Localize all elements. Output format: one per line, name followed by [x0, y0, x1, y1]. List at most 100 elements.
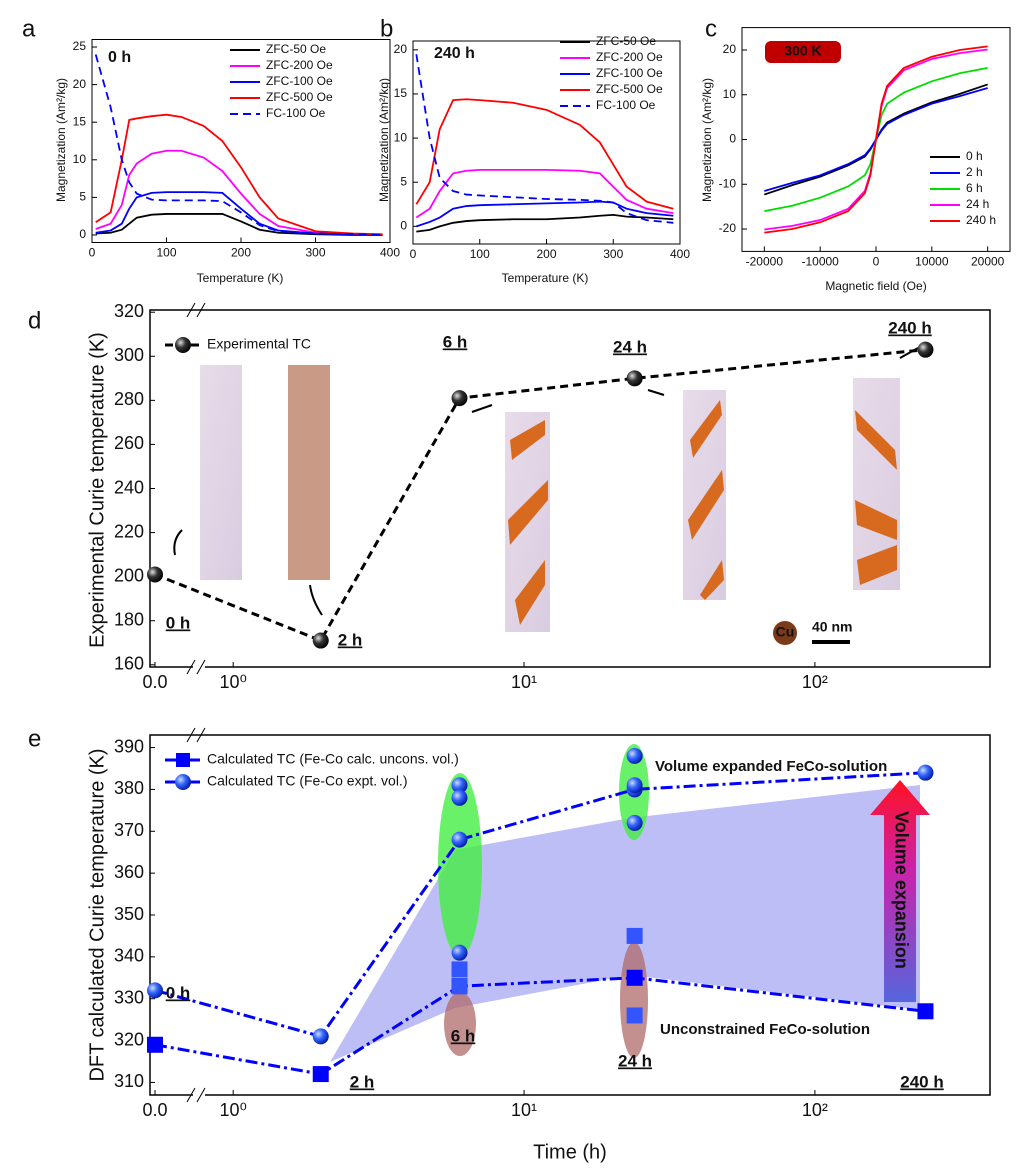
series-line [416, 213, 674, 233]
x-tick-label: 400 [380, 245, 400, 259]
x-axis-title: Magnetic field (Oe) [825, 279, 926, 293]
point-label: 24 h [618, 1051, 652, 1070]
x-tick-label: 100 [470, 247, 490, 261]
legend-marker [175, 337, 191, 353]
sphere-marker [451, 777, 468, 794]
annotation: Cu [776, 624, 795, 640]
legend-marker [176, 753, 190, 767]
series-line [154, 771, 926, 1039]
x-tick-label: 10² [802, 1100, 828, 1120]
y-tick-label: 10 [394, 130, 408, 144]
square-marker [451, 978, 468, 995]
y-tick-label: 310 [114, 1071, 144, 1091]
y-tick-label: 260 [114, 433, 144, 453]
series-line [415, 168, 674, 219]
panel-label: c [705, 15, 717, 42]
point-label: 240 h [888, 318, 931, 337]
series-line [95, 213, 383, 236]
legend-label: ZFC-100 Oe [596, 66, 663, 80]
square-marker [626, 927, 643, 944]
legend-label: ZFC-500 Oe [596, 82, 663, 96]
x-axis-title: Temperature (K) [197, 271, 284, 285]
y-tick-label: 15 [73, 114, 87, 128]
legend-label: ZFC-200 Oe [266, 58, 333, 72]
x-tick-label: 20000 [971, 254, 1005, 268]
series-line [415, 98, 674, 210]
sphere-marker [626, 370, 643, 387]
panel-label: b [380, 15, 393, 42]
legend-label: ZFC-50 Oe [596, 34, 656, 48]
x-tick-label: 0.0 [142, 1100, 167, 1120]
sphere-marker [451, 390, 468, 407]
y-tick-label: 25 [73, 39, 87, 53]
legend-label: 0 h [966, 149, 983, 163]
legend-label: 2 h [966, 165, 983, 179]
y-tick-label: 280 [114, 389, 144, 409]
annotation: 40 nm [812, 619, 852, 635]
y-axis-title: Magnetization (Am²/kg) [700, 78, 714, 202]
y-tick-label: -20 [719, 221, 737, 235]
legend-label: ZFC-200 Oe [596, 50, 663, 64]
point-label: 0 h [166, 983, 191, 1002]
x-tick-label: 10¹ [511, 672, 537, 692]
x-axis-title: Temperature (K) [502, 271, 589, 285]
y-tick-label: 390 [114, 736, 144, 756]
y-tick-label: 160 [114, 654, 144, 674]
axis-break-gap [193, 1092, 205, 1098]
y-tick-label: 20 [394, 42, 408, 56]
point-label: 6 h [443, 332, 468, 351]
y-tick-label: 330 [114, 987, 144, 1007]
y-tick-label: 20 [723, 42, 737, 56]
e-decor [330, 744, 930, 1062]
sphere-marker [917, 341, 934, 358]
y-tick-label: 200 [114, 565, 144, 585]
point-label: 2 h [350, 1072, 375, 1091]
panel-title: 300 K [784, 43, 821, 59]
square-marker [917, 1003, 934, 1020]
x-axis-title: Time (h) [533, 1141, 607, 1163]
y-tick-label: 10 [73, 152, 87, 166]
sphere-marker [451, 944, 468, 961]
x-tick-label: 10000 [915, 254, 949, 268]
panel: e Time (h) DFT calculated Curie temperatur… [28, 725, 991, 1163]
legend-label: ZFC-100 Oe [266, 74, 333, 88]
y-tick-label: 380 [114, 778, 144, 798]
sphere-marker [147, 982, 163, 999]
panel-title: 0 h [108, 49, 131, 66]
sphere-marker [451, 789, 468, 806]
x-tick-label: 10¹ [511, 1100, 537, 1120]
sphere-marker [626, 814, 643, 831]
x-tick-label: 0 [873, 254, 880, 268]
y-tick-label: 0 [729, 132, 736, 146]
y-tick-label: 220 [114, 521, 144, 541]
x-tick-label: 0 [410, 247, 417, 261]
panel: c 300 K Magnetic field (Oe) Magnetization (… [700, 15, 1011, 293]
x-tick-label: 0 [89, 245, 96, 259]
x-tick-label: 10² [802, 672, 828, 692]
panel-title: 240 h [434, 45, 475, 62]
panel-label: e [28, 725, 41, 752]
annotation: Unconstrained FeCo-solution [660, 1021, 870, 1038]
y-tick-label: 300 [114, 345, 144, 365]
square-marker [312, 1066, 329, 1083]
sphere-marker [312, 1028, 329, 1045]
legend-label: Calculated TC (Fe-Co calc. uncons. vol.) [207, 751, 459, 767]
x-tick-label: 200 [536, 247, 556, 261]
panel-label: a [22, 15, 36, 42]
y-tick-label: 350 [114, 904, 144, 924]
x-tick-label: 10⁰ [220, 672, 247, 692]
panel: a 0 h Temperature (K) Magnetization (Am²/kg… [22, 15, 400, 285]
x-tick-label: 300 [603, 247, 623, 261]
square-marker [451, 961, 468, 978]
x-tick-label: 400 [670, 247, 690, 261]
axis-break [186, 727, 206, 1103]
x-tick-label: 10⁰ [220, 1100, 247, 1120]
x-tick-label: -10000 [801, 254, 839, 268]
x-tick-label: 100 [156, 245, 176, 259]
sphere-marker [626, 777, 643, 794]
y-tick-label: 5 [79, 190, 86, 204]
x-tick-label: 0.0 [142, 672, 167, 692]
axis-break-gap [193, 664, 205, 670]
series-line [415, 54, 674, 224]
x-tick-label: 300 [305, 245, 325, 259]
